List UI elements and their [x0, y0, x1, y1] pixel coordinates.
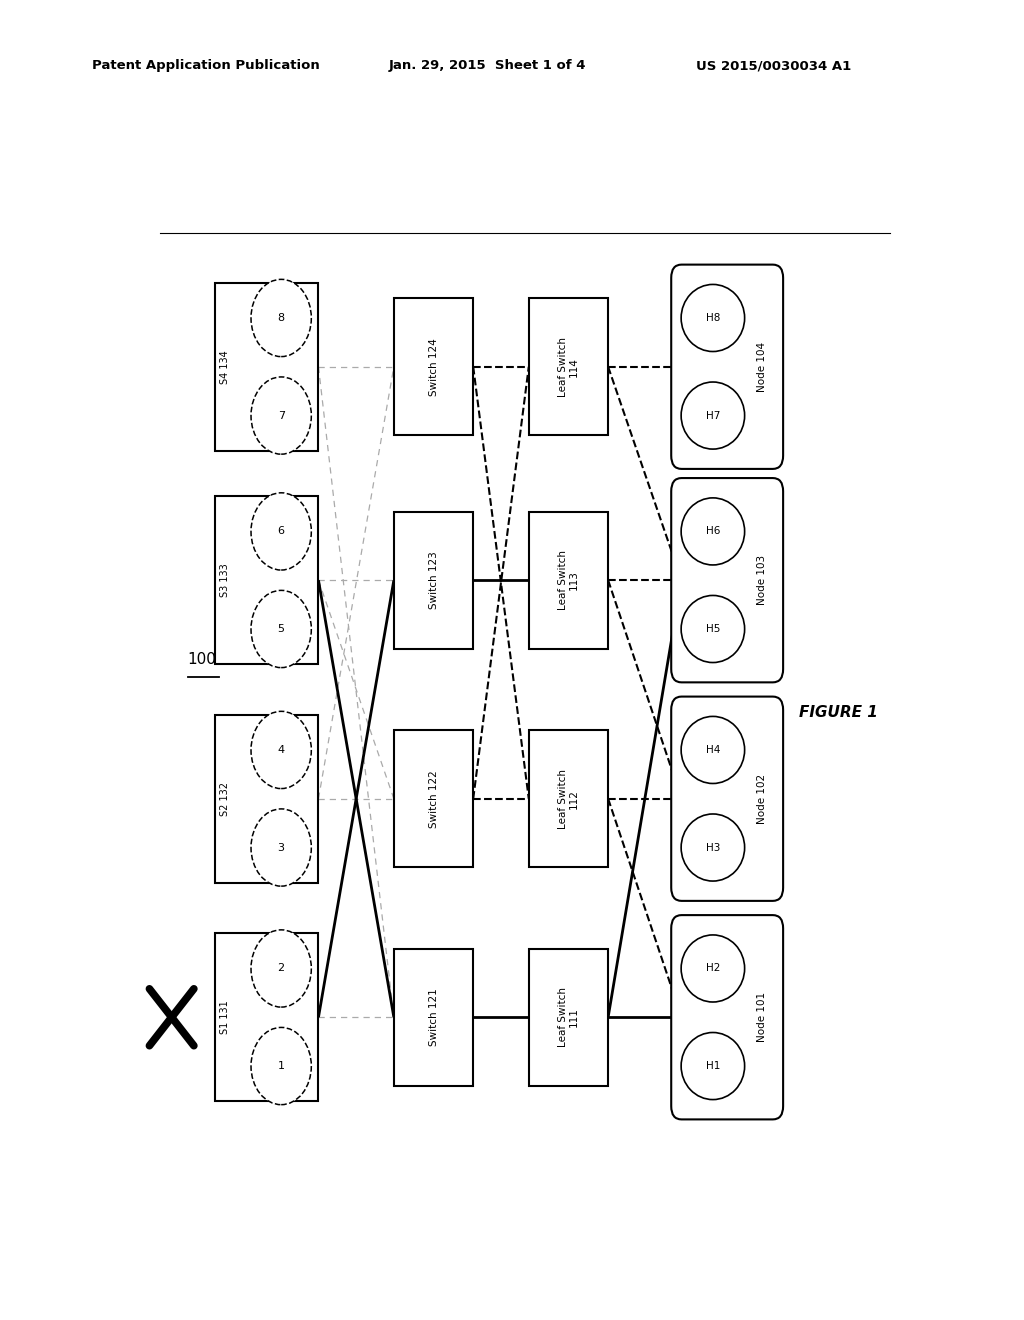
Text: S4 134: S4 134: [220, 350, 229, 384]
FancyBboxPatch shape: [671, 478, 783, 682]
Text: Switch 123: Switch 123: [428, 552, 438, 609]
Ellipse shape: [681, 1032, 744, 1100]
Circle shape: [251, 280, 311, 356]
Ellipse shape: [681, 935, 744, 1002]
Text: H1: H1: [706, 1061, 720, 1071]
Bar: [528, 730, 608, 867]
Text: 5: 5: [278, 624, 285, 634]
Ellipse shape: [681, 498, 744, 565]
Bar: [394, 730, 473, 867]
Text: H2: H2: [706, 964, 720, 973]
Text: H8: H8: [706, 313, 720, 323]
Ellipse shape: [681, 814, 744, 880]
Bar: [528, 949, 608, 1086]
FancyBboxPatch shape: [671, 915, 783, 1119]
Circle shape: [251, 378, 311, 454]
Bar: [394, 949, 473, 1086]
Text: S1 131: S1 131: [220, 1001, 229, 1034]
Text: Node 103: Node 103: [758, 556, 767, 606]
Bar: [394, 298, 473, 436]
Bar: [215, 282, 318, 450]
Text: 2: 2: [278, 964, 285, 973]
Bar: [528, 512, 608, 649]
Text: 1: 1: [278, 1061, 285, 1071]
Circle shape: [251, 809, 311, 886]
Text: 7: 7: [278, 411, 285, 421]
Bar: [215, 496, 318, 664]
Bar: [394, 512, 473, 649]
FancyBboxPatch shape: [671, 697, 783, 900]
FancyBboxPatch shape: [671, 264, 783, 469]
Bar: [528, 298, 608, 436]
Ellipse shape: [681, 381, 744, 449]
Ellipse shape: [681, 284, 744, 351]
Text: 6: 6: [278, 527, 285, 536]
Text: Switch 122: Switch 122: [428, 770, 438, 828]
Bar: [215, 715, 318, 883]
Text: H7: H7: [706, 411, 720, 421]
Ellipse shape: [681, 595, 744, 663]
Text: 4: 4: [278, 744, 285, 755]
Text: H5: H5: [706, 624, 720, 634]
Circle shape: [251, 492, 311, 570]
Text: Node 101: Node 101: [758, 993, 767, 1043]
Text: 3: 3: [278, 842, 285, 853]
Circle shape: [251, 590, 311, 668]
Text: Leaf Switch
114: Leaf Switch 114: [558, 337, 580, 397]
Text: FIGURE 1: FIGURE 1: [799, 705, 878, 719]
Text: Switch 124: Switch 124: [428, 338, 438, 396]
Text: US 2015/0030034 A1: US 2015/0030034 A1: [696, 59, 852, 73]
Text: Node 104: Node 104: [758, 342, 767, 392]
Text: S2 132: S2 132: [220, 781, 229, 816]
Circle shape: [251, 1027, 311, 1105]
Text: H4: H4: [706, 744, 720, 755]
Ellipse shape: [681, 717, 744, 784]
Text: 100: 100: [187, 652, 216, 667]
Text: Jan. 29, 2015  Sheet 1 of 4: Jan. 29, 2015 Sheet 1 of 4: [389, 59, 587, 73]
Circle shape: [251, 711, 311, 788]
Text: H6: H6: [706, 527, 720, 536]
Text: S3 133: S3 133: [220, 564, 229, 597]
Text: Leaf Switch
111: Leaf Switch 111: [558, 987, 580, 1047]
Text: 8: 8: [278, 313, 285, 323]
Text: Patent Application Publication: Patent Application Publication: [92, 59, 319, 73]
Text: Switch 121: Switch 121: [428, 989, 438, 1047]
Bar: [215, 933, 318, 1101]
Text: Node 102: Node 102: [758, 774, 767, 824]
Circle shape: [251, 929, 311, 1007]
Text: Leaf Switch
112: Leaf Switch 112: [558, 768, 580, 829]
Text: H3: H3: [706, 842, 720, 853]
Text: Leaf Switch
113: Leaf Switch 113: [558, 550, 580, 610]
